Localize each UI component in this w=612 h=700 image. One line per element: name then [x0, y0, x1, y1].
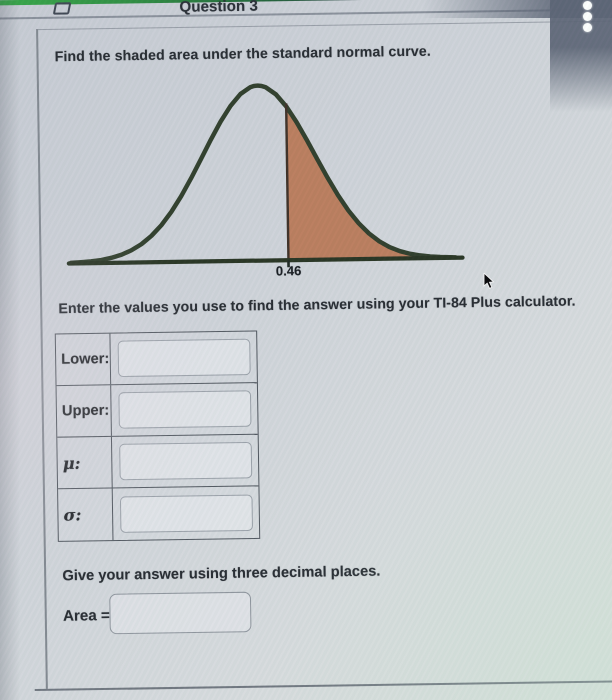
table-row-lower: Lower: [55, 331, 257, 387]
kebab-menu-icon[interactable] [581, 0, 595, 34]
area-label: Area = [62, 606, 110, 625]
sigma-label: σ: [58, 488, 114, 541]
table-row-mu: μ: [57, 434, 259, 490]
top-right-shade [550, 0, 612, 112]
mu-label: μ: [57, 436, 113, 489]
table-row-upper: Upper: [56, 383, 258, 438]
boundary-line [284, 103, 290, 259]
left-edge-shade [0, 0, 20, 700]
lower-input[interactable] [117, 338, 251, 378]
sigma-input[interactable] [119, 494, 253, 533]
normal-curve-line [68, 83, 458, 266]
values-table: Lower: Upper: μ: σ: [54, 330, 261, 542]
upper-input[interactable] [117, 390, 251, 429]
boundary-value-label: 0.46 [275, 263, 302, 279]
area-input[interactable] [109, 591, 252, 635]
decimal-places-note: Give your answer using three decimal pla… [62, 563, 381, 585]
shaded-area [286, 106, 456, 261]
table-row-sigma: σ: [58, 486, 260, 541]
upper-label: Upper: [56, 385, 112, 437]
mu-input[interactable] [118, 441, 252, 481]
lower-label: Lower: [55, 333, 112, 386]
mouse-cursor-icon [483, 273, 495, 290]
x-axis [66, 255, 465, 266]
panel-bottom-border [34, 680, 612, 691]
normal-curve-figure [66, 83, 465, 268]
